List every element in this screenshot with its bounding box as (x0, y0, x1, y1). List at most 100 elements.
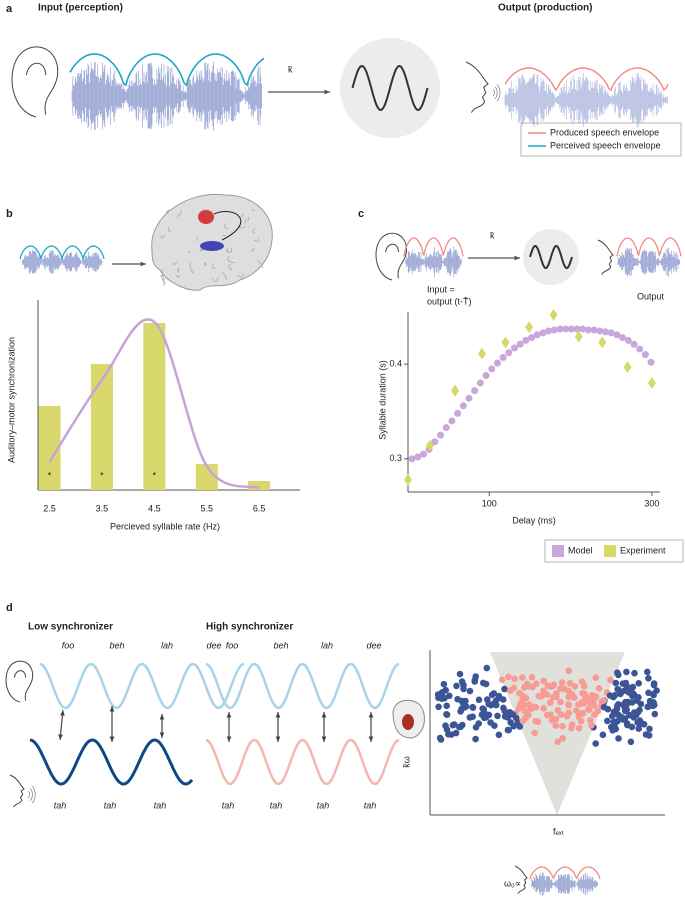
point (454, 409, 462, 417)
point (571, 694, 578, 701)
bar (38, 406, 61, 490)
point (611, 692, 619, 699)
point (579, 709, 587, 717)
point (507, 687, 514, 694)
brain-fold (173, 261, 178, 265)
point (592, 674, 600, 681)
sine (29, 738, 194, 786)
point (609, 727, 616, 734)
point (476, 379, 484, 387)
brain-region (402, 714, 414, 730)
brain-fold (228, 263, 233, 271)
point (458, 678, 466, 685)
brain-region (200, 241, 224, 251)
point (443, 702, 451, 710)
brain-fold (203, 262, 207, 266)
syllable: foo (226, 640, 239, 650)
point (561, 685, 568, 693)
point (636, 345, 644, 353)
legend-label: Produced speech envelope (550, 127, 659, 137)
brain-fold (253, 238, 259, 242)
point (425, 439, 434, 452)
point (622, 679, 630, 687)
brain-fold (227, 247, 233, 253)
point (540, 677, 547, 685)
point (471, 387, 479, 395)
point (461, 704, 468, 711)
point (579, 325, 587, 333)
panel-title: Input (perception) (38, 3, 123, 14)
point (545, 327, 553, 335)
point (500, 704, 507, 712)
point (501, 336, 510, 349)
x-tick-label: 3.5 (96, 503, 109, 513)
x-tick-label: 5.5 (200, 503, 213, 513)
annotation: * (153, 470, 157, 480)
ear-icon (11, 46, 59, 118)
point (629, 683, 637, 691)
brain-fold (222, 272, 227, 281)
point (567, 325, 575, 333)
brain-fold (176, 209, 182, 218)
waveform (404, 246, 463, 278)
point (549, 308, 558, 321)
output-label: Output (637, 291, 665, 301)
point (586, 717, 594, 724)
bar (195, 464, 218, 490)
point (519, 674, 526, 681)
brain-fold (196, 237, 199, 242)
point (607, 676, 614, 684)
sine (205, 662, 400, 710)
point (624, 336, 632, 344)
point (531, 729, 538, 737)
syllable: beh (273, 640, 288, 650)
bar (248, 481, 271, 490)
point (525, 321, 534, 334)
point (544, 711, 551, 719)
point (498, 676, 506, 684)
point (414, 453, 422, 461)
point (483, 664, 491, 672)
panel-label: c (358, 208, 364, 220)
point (477, 347, 486, 360)
arrow-head (226, 736, 232, 742)
point (539, 329, 547, 337)
bar (90, 364, 113, 490)
brain-fold (160, 234, 166, 239)
point (566, 679, 574, 687)
sound-arc (530, 878, 533, 887)
response: tah (54, 800, 67, 810)
waveform (21, 250, 103, 274)
point (505, 349, 513, 357)
point (522, 336, 530, 344)
point (516, 723, 524, 730)
arrow-head (159, 732, 165, 738)
response: tah (154, 800, 167, 810)
legend-swatch (552, 545, 564, 557)
response: tah (104, 800, 117, 810)
brain-arrow (213, 211, 242, 241)
point (533, 331, 541, 339)
sound-arc (496, 84, 501, 102)
point (481, 714, 488, 722)
point (515, 705, 523, 712)
arrow-head (159, 714, 165, 720)
point (623, 668, 630, 676)
point (573, 325, 581, 333)
envelope (504, 67, 669, 92)
point (438, 695, 446, 702)
point (650, 691, 657, 699)
response: tah (222, 800, 235, 810)
point (437, 431, 445, 439)
point (557, 698, 564, 706)
envelope (529, 866, 601, 880)
point (635, 694, 642, 701)
envelope (403, 237, 464, 258)
point (554, 706, 562, 714)
arrow-head (324, 89, 330, 95)
point (484, 696, 491, 703)
face-icon (465, 61, 489, 113)
point (550, 326, 558, 334)
point (558, 679, 566, 686)
point (621, 687, 628, 694)
